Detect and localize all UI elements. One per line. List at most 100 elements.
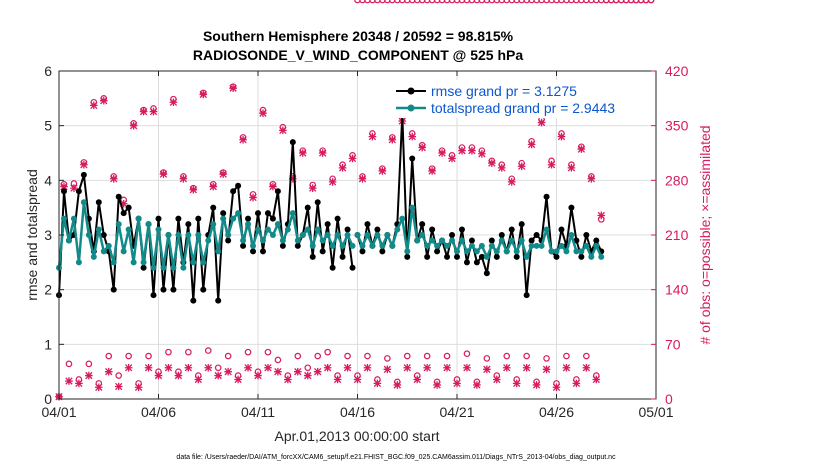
totalspread-point: [588, 253, 595, 260]
obs-possible-marker: [403, 352, 411, 360]
obs-possible-marker: [617, 0, 625, 4]
rmse-point: [444, 253, 451, 260]
right-y-tick-label: 420: [665, 63, 689, 79]
obs-possible-marker: [413, 0, 421, 4]
obs-assimilated-marker: [428, 167, 436, 175]
obs-assimilated-marker: [348, 154, 357, 163]
totalspread-point: [225, 232, 232, 238]
obs-assimilated-marker: [448, 154, 456, 163]
totalspread-point: [190, 259, 197, 266]
x-tick-label: 04/01: [41, 404, 76, 420]
data-file-footnote: data file: /Users/raeder/DAI/ATM_forcXX/…: [176, 454, 616, 461]
obs-assimilated-marker: [169, 98, 178, 107]
obs-possible-marker: [214, 364, 222, 372]
totalspread-point: [538, 242, 545, 249]
legend-box: [393, 80, 647, 118]
legend-rmse-marker: [407, 87, 415, 95]
totalspread-point: [523, 253, 530, 260]
obs-assimilated-marker: [154, 371, 163, 380]
obs-assimilated-marker: [403, 363, 412, 372]
totalspread-point: [105, 242, 112, 249]
obs-assimilated-marker: [234, 375, 242, 384]
obs-possible-marker: [518, 0, 525, 4]
totalspread-point: [185, 232, 192, 238]
obs-assimilated-marker: [363, 363, 372, 372]
obs-assimilated-marker: [328, 178, 337, 186]
totalspread-point: [200, 259, 207, 266]
totalspread-point: [235, 210, 242, 217]
obs-possible-marker: [463, 0, 471, 4]
chart-subtitle: RADIOSONDE_V_WIND_COMPONENT @ 525 hPa: [193, 47, 523, 63]
obs-assimilated-marker: [527, 140, 536, 149]
obs-assimilated-marker: [388, 135, 397, 144]
obs-assimilated-marker: [129, 121, 138, 130]
rmse-point: [269, 215, 276, 222]
obs-assimilated-marker: [572, 379, 581, 388]
obs-possible-marker: [314, 352, 322, 360]
obs-assimilated-marker: [532, 381, 541, 389]
left-y-tick-label: 4: [44, 172, 52, 188]
obs-assimilated-marker: [582, 363, 591, 372]
obs-possible-marker: [324, 348, 331, 356]
obs-possible-marker: [384, 0, 391, 4]
obs-possible-marker: [224, 352, 232, 360]
obs-assimilated-marker: [502, 363, 511, 372]
obs-possible-marker: [468, 0, 476, 4]
obs-assimilated-marker: [378, 167, 387, 175]
obs-assimilated-marker: [313, 367, 322, 376]
totalspread-point: [379, 242, 386, 249]
rmse-point: [568, 204, 575, 211]
totalspread-point: [359, 242, 366, 249]
totalspread-point: [175, 232, 182, 238]
totalspread-point: [449, 237, 456, 244]
totalspread-point: [374, 232, 381, 238]
obs-assimilated-marker: [468, 146, 476, 155]
rmse-point: [533, 232, 540, 238]
obs-possible-marker: [483, 0, 491, 4]
obs-possible-marker: [597, 0, 605, 4]
legend-spread-marker: [407, 104, 415, 112]
rmse-point: [424, 253, 431, 260]
rmse-point: [553, 253, 560, 260]
totalspread-point: [180, 264, 187, 271]
totalspread-point: [563, 248, 570, 255]
totalspread-point: [518, 237, 525, 244]
totalspread-point: [463, 248, 470, 255]
obs-assimilated-marker: [458, 146, 466, 155]
obs-assimilated-marker: [542, 365, 551, 374]
rmse-point: [379, 248, 386, 255]
legend-spread-label: totalspread grand pr = 2.9443: [431, 100, 615, 116]
totalspread-point: [528, 242, 535, 249]
rmse-point: [115, 193, 122, 200]
obs-assimilated-marker: [453, 379, 461, 388]
obs-assimilated-marker: [298, 149, 307, 157]
totalspread-point: [140, 259, 147, 266]
left-y-tick-label: 6: [44, 63, 52, 79]
x-tick-label: 04/06: [141, 404, 176, 420]
left-y-tick-label: 5: [44, 118, 52, 134]
rmse-point: [279, 242, 286, 249]
totalspread-point: [354, 232, 361, 238]
legend: rmse grand pr = 3.1275 totalspread grand…: [393, 80, 647, 118]
totalspread-point: [284, 226, 291, 233]
obs-possible-marker: [642, 0, 650, 4]
obs-assimilated-marker: [393, 381, 402, 389]
right-y-tick-label: 70: [665, 336, 681, 352]
totalspread-point: [424, 242, 431, 249]
rmse-point: [314, 199, 321, 206]
rmse-point: [498, 232, 505, 238]
obs-possible-marker: [463, 350, 471, 358]
obs-possible-marker: [264, 348, 272, 356]
totalspread-point: [419, 232, 426, 238]
rmse-point: [80, 171, 87, 178]
obs-assimilated-marker: [95, 383, 103, 392]
obs-assimilated-marker: [338, 164, 347, 172]
obs-possible-marker: [354, 0, 361, 4]
obs-possible-marker: [294, 352, 302, 360]
totalspread-point: [110, 259, 117, 266]
totalspread-point: [349, 242, 356, 249]
rmse-point: [483, 270, 490, 277]
obs-assimilated-marker: [60, 182, 68, 191]
obs-possible-marker: [125, 352, 132, 360]
